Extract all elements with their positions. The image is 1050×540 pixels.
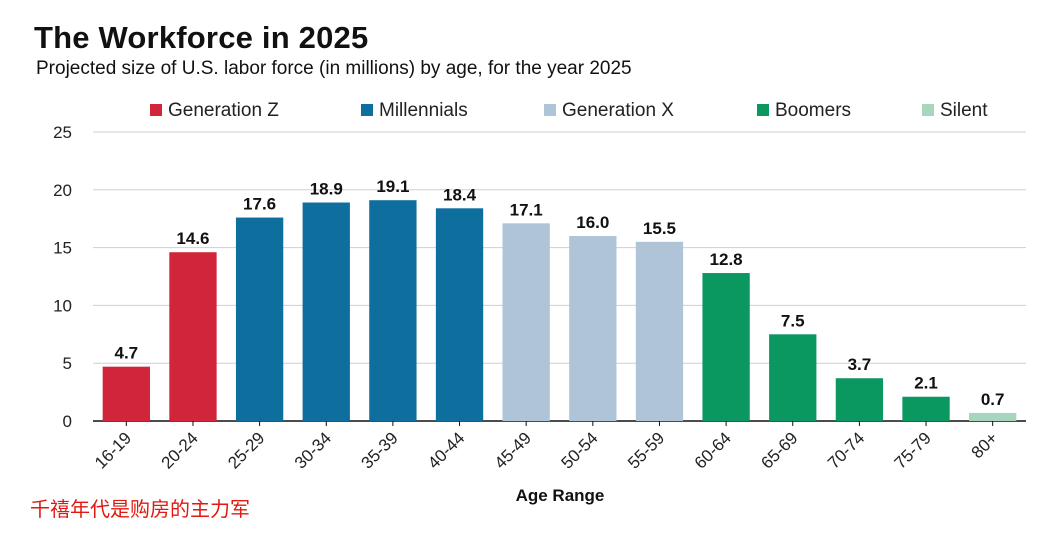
- x-tick-label: 25-29: [224, 428, 268, 472]
- legend-label: Generation Z: [168, 100, 279, 121]
- x-tick-label: 65-69: [757, 428, 801, 472]
- y-tick-label: 10: [53, 296, 72, 315]
- y-tick-label: 5: [63, 354, 72, 373]
- data-label: 7.5: [781, 311, 805, 330]
- data-label: 12.8: [710, 250, 743, 269]
- y-axis: 0 5 10 15 20 25: [53, 123, 72, 431]
- data-label: 19.1: [376, 177, 409, 196]
- chart-title: The Workforce in 2025: [34, 20, 369, 55]
- legend-label: Generation X: [562, 100, 674, 121]
- data-label: 17.1: [510, 200, 543, 219]
- data-label: 2.1: [914, 374, 938, 393]
- x-tick-label: 80+: [968, 428, 1002, 462]
- bar: [969, 412, 1017, 421]
- bar: [702, 273, 750, 421]
- y-tick-label: 20: [53, 181, 72, 200]
- x-tick-label: 30-34: [291, 428, 335, 472]
- data-label: 3.7: [848, 355, 872, 374]
- bars: [102, 200, 1017, 421]
- legend-label: Silent: [940, 100, 988, 121]
- legend-swatch: [150, 104, 162, 116]
- legend-swatch: [757, 104, 769, 116]
- bar: [902, 396, 950, 421]
- y-tick-label: 0: [63, 412, 72, 431]
- chart-subtitle: Projected size of U.S. labor force (in m…: [36, 58, 632, 79]
- data-label: 14.6: [176, 229, 209, 248]
- annotation-text: 千禧年代是购房的主力军: [30, 497, 250, 521]
- x-tick-label: 50-54: [557, 428, 601, 472]
- x-tick-label: 75-79: [891, 428, 935, 472]
- data-label: 18.9: [310, 180, 343, 199]
- data-label: 17.6: [243, 195, 276, 214]
- legend-swatch: [922, 104, 934, 116]
- data-label: 0.7: [981, 390, 1005, 409]
- x-tick-label: 70-74: [824, 428, 868, 472]
- bar: [302, 202, 350, 421]
- bar: [435, 208, 484, 421]
- x-tick-label: 20-24: [158, 428, 202, 472]
- data-labels: 4.7 14.6 17.6 18.9 19.1 18.4 17.1 16.0 15.5 12.8 7…: [115, 177, 1005, 409]
- legend-swatch: [361, 104, 373, 116]
- x-tick-label: 55-59: [624, 428, 668, 472]
- data-label: 15.5: [643, 219, 676, 238]
- legend-label: Boomers: [775, 100, 851, 121]
- bar: [635, 241, 684, 421]
- x-tick-label: 60-64: [691, 428, 735, 472]
- legend: Generation Z Millennials Generation X Boome…: [150, 100, 988, 121]
- y-tick-label: 15: [53, 239, 72, 258]
- bar: [502, 223, 550, 421]
- x-tick-label: 45-49: [491, 428, 535, 472]
- legend-label: Millennials: [379, 100, 468, 121]
- bar: [235, 217, 284, 421]
- x-axis: 16-19 20-24 25-29 30-34 35-39 40-44 45-49 50-54…: [91, 421, 1002, 473]
- bar: [169, 252, 217, 421]
- x-tick-label: 16-19: [91, 428, 135, 472]
- data-label: 4.7: [115, 344, 139, 363]
- bar: [769, 334, 817, 421]
- x-tick-label: 40-44: [424, 428, 468, 472]
- data-label: 18.4: [443, 185, 477, 204]
- x-axis-title: Age Range: [516, 486, 605, 505]
- grid-lines: [93, 131, 1026, 422]
- bar: [102, 366, 150, 421]
- legend-swatch: [544, 104, 556, 116]
- x-tick-label: 35-39: [358, 428, 402, 472]
- y-tick-label: 25: [53, 123, 72, 142]
- bar: [835, 378, 884, 421]
- data-label: 16.0: [576, 213, 609, 232]
- bar: [569, 236, 617, 421]
- bar: [369, 200, 417, 421]
